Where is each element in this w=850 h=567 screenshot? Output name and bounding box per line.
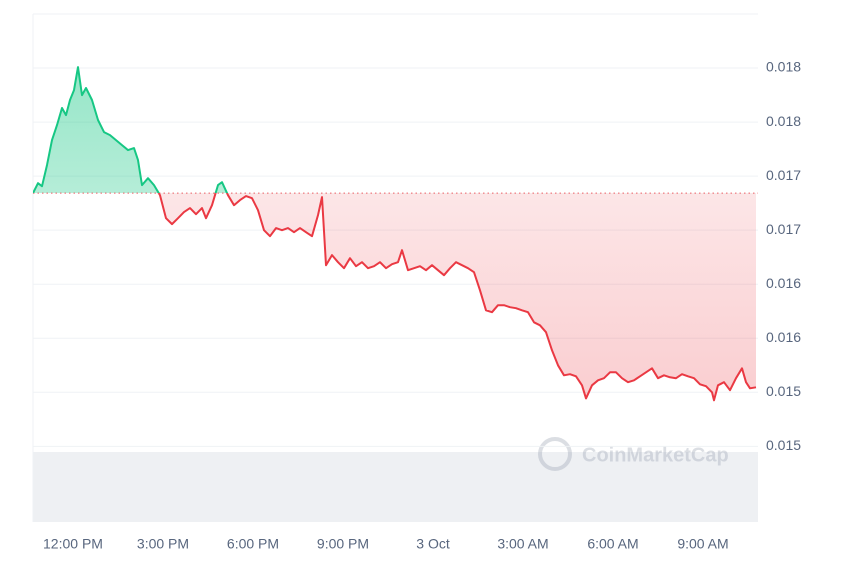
price-line-above <box>33 66 229 194</box>
price-line-below <box>33 193 757 402</box>
area-below <box>33 193 756 401</box>
x-tick-label: 9:00 AM <box>677 536 728 552</box>
x-tick-label: 6:00 AM <box>587 536 638 552</box>
watermark-logo <box>538 437 572 471</box>
watermark: CoinMarketCap <box>538 437 729 471</box>
y-tick-label: 0.015 <box>766 383 801 399</box>
y-tick-label: 0.017 <box>766 221 801 237</box>
x-tick-label: 12:00 PM <box>43 536 103 552</box>
x-tick-label: 3 Oct <box>416 536 450 552</box>
x-tick-label: 9:00 PM <box>317 536 369 552</box>
y-tick-label: 0.018 <box>766 113 801 129</box>
x-tick-label: 3:00 AM <box>497 536 548 552</box>
y-tick-label: 0.016 <box>766 275 801 291</box>
y-tick-label: 0.018 <box>766 59 801 75</box>
y-tick-label: 0.016 <box>766 329 801 345</box>
y-tick-label: 0.017 <box>766 167 801 183</box>
volume-area <box>33 452 758 522</box>
watermark-text: CoinMarketCap <box>582 444 729 466</box>
x-tick-label: 6:00 PM <box>227 536 279 552</box>
y-tick-label: 0.015 <box>766 437 801 453</box>
area-above <box>33 67 756 194</box>
x-tick-label: 3:00 PM <box>137 536 189 552</box>
